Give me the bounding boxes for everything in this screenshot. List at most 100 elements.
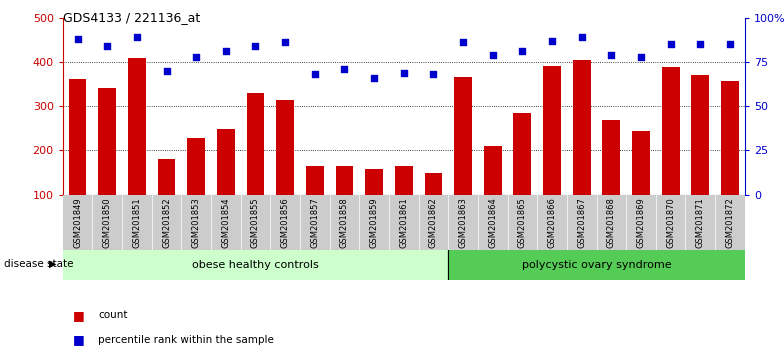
Text: GSM201866: GSM201866 bbox=[547, 198, 557, 248]
Bar bbox=[543, 67, 561, 195]
Text: polycystic ovary syndrome: polycystic ovary syndrome bbox=[521, 259, 671, 270]
Point bbox=[516, 48, 528, 54]
Text: GSM201852: GSM201852 bbox=[162, 198, 171, 248]
Bar bbox=[567, 195, 597, 250]
Bar bbox=[329, 195, 359, 250]
Point bbox=[427, 72, 440, 77]
Bar bbox=[626, 195, 656, 250]
Point bbox=[71, 36, 84, 42]
Bar bbox=[306, 166, 324, 195]
Bar bbox=[484, 146, 502, 195]
Bar bbox=[419, 195, 448, 250]
Text: GSM201864: GSM201864 bbox=[488, 198, 497, 248]
Text: GSM201861: GSM201861 bbox=[399, 198, 408, 248]
Point bbox=[101, 43, 114, 49]
Point bbox=[220, 48, 232, 54]
Point bbox=[160, 68, 172, 74]
Text: GSM201857: GSM201857 bbox=[310, 198, 319, 248]
Text: GSM201849: GSM201849 bbox=[73, 198, 82, 248]
Bar bbox=[63, 195, 93, 250]
Bar bbox=[507, 195, 537, 250]
Text: GSM201850: GSM201850 bbox=[103, 198, 111, 248]
Point bbox=[279, 40, 292, 45]
Point bbox=[131, 34, 143, 40]
Point bbox=[190, 54, 202, 59]
Bar bbox=[662, 67, 680, 195]
Bar bbox=[181, 195, 211, 250]
Bar bbox=[656, 195, 685, 250]
Bar bbox=[602, 120, 620, 195]
Text: GSM201868: GSM201868 bbox=[607, 198, 616, 248]
Point bbox=[368, 75, 380, 81]
Bar bbox=[300, 195, 329, 250]
Bar bbox=[247, 93, 264, 195]
Text: GSM201872: GSM201872 bbox=[725, 198, 735, 248]
Bar bbox=[98, 88, 116, 195]
Bar bbox=[715, 195, 745, 250]
Bar bbox=[270, 195, 300, 250]
Bar bbox=[69, 79, 86, 195]
Bar bbox=[365, 169, 383, 195]
Bar bbox=[448, 195, 478, 250]
Text: count: count bbox=[98, 310, 128, 320]
Text: GSM201865: GSM201865 bbox=[518, 198, 527, 248]
Text: GDS4133 / 221136_at: GDS4133 / 221136_at bbox=[63, 11, 200, 24]
Bar bbox=[187, 138, 205, 195]
Point bbox=[249, 43, 262, 49]
Text: obese healthy controls: obese healthy controls bbox=[192, 259, 319, 270]
Bar bbox=[151, 195, 181, 250]
Text: GSM201855: GSM201855 bbox=[251, 198, 260, 248]
Point bbox=[694, 41, 706, 47]
Bar bbox=[217, 129, 234, 195]
Text: GSM201853: GSM201853 bbox=[191, 198, 201, 248]
Bar bbox=[597, 195, 626, 250]
Bar bbox=[424, 172, 442, 195]
Bar bbox=[63, 250, 448, 280]
Text: GSM201863: GSM201863 bbox=[459, 198, 467, 248]
Text: disease state: disease state bbox=[4, 259, 74, 269]
Bar bbox=[241, 195, 270, 250]
Bar bbox=[685, 195, 715, 250]
Bar bbox=[211, 195, 241, 250]
Point bbox=[486, 52, 499, 58]
Bar bbox=[93, 195, 122, 250]
Bar bbox=[632, 131, 650, 195]
Text: GSM201867: GSM201867 bbox=[577, 198, 586, 248]
Text: GSM201851: GSM201851 bbox=[132, 198, 141, 248]
Text: percentile rank within the sample: percentile rank within the sample bbox=[98, 335, 274, 345]
Bar bbox=[478, 195, 507, 250]
Point bbox=[397, 70, 410, 75]
Bar bbox=[276, 99, 294, 195]
Bar bbox=[389, 195, 419, 250]
Bar bbox=[537, 195, 567, 250]
Text: ■: ■ bbox=[73, 309, 84, 321]
Text: GSM201856: GSM201856 bbox=[281, 198, 289, 248]
Bar bbox=[573, 60, 590, 195]
Point bbox=[457, 40, 470, 45]
Text: ▶: ▶ bbox=[49, 259, 56, 269]
Point bbox=[575, 34, 588, 40]
Bar bbox=[691, 75, 710, 195]
Text: ■: ■ bbox=[73, 333, 84, 346]
Point bbox=[605, 52, 618, 58]
Text: GSM201854: GSM201854 bbox=[221, 198, 230, 248]
Bar bbox=[158, 159, 176, 195]
Point bbox=[309, 72, 321, 77]
Point bbox=[338, 66, 350, 72]
Text: GSM201859: GSM201859 bbox=[369, 198, 379, 248]
Bar bbox=[721, 80, 739, 195]
Bar bbox=[395, 166, 412, 195]
Text: GSM201858: GSM201858 bbox=[340, 198, 349, 248]
Point bbox=[724, 41, 736, 47]
Bar bbox=[448, 250, 745, 280]
Bar bbox=[122, 195, 151, 250]
Text: GSM201870: GSM201870 bbox=[666, 198, 675, 248]
Text: GSM201862: GSM201862 bbox=[429, 198, 438, 248]
Point bbox=[546, 38, 558, 44]
Text: GSM201869: GSM201869 bbox=[637, 198, 645, 248]
Bar bbox=[454, 78, 472, 195]
Bar bbox=[514, 113, 532, 195]
Point bbox=[635, 54, 648, 59]
Point bbox=[664, 41, 677, 47]
Bar bbox=[359, 195, 389, 250]
